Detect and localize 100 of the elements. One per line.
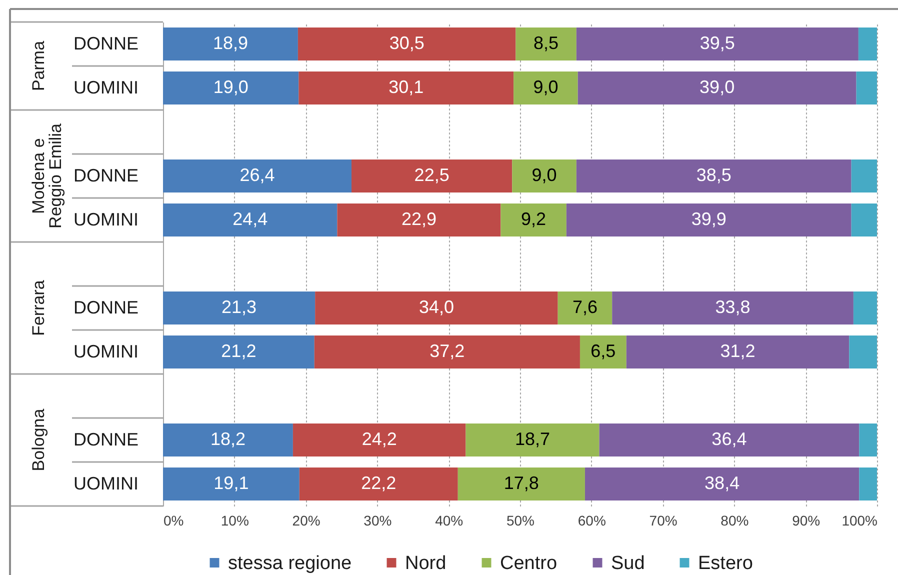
data-label: 22,2 [361, 473, 396, 493]
data-label: 37,2 [430, 341, 465, 361]
y-tick-label: UOMINI [74, 78, 138, 98]
bar [298, 72, 514, 104]
data-label: 9,0 [532, 165, 557, 185]
data-label: 30,5 [389, 33, 424, 53]
x-tick-label: 80% [720, 512, 749, 528]
bar [584, 468, 860, 500]
bar [299, 468, 458, 500]
bar [337, 204, 501, 236]
x-tick-label: 70% [649, 512, 678, 528]
data-label: 19,1 [214, 473, 249, 493]
legend-label: Centro [500, 552, 558, 574]
text: Modena e Reggio Emilia [29, 123, 65, 228]
data-label: 21,2 [221, 341, 256, 361]
data-label: 31,2 [720, 341, 756, 361]
data-label: 36,4 [712, 429, 747, 449]
y-tick-label: UOMINI [74, 474, 138, 494]
bar [859, 424, 877, 456]
data-label: 18,9 [212, 33, 248, 53]
bar [163, 292, 316, 324]
bar [626, 336, 850, 368]
y-tick-label: DONNE [74, 166, 139, 186]
data-label: 33,8 [715, 297, 750, 317]
bar [849, 336, 877, 368]
data-label: 6,5 [590, 341, 616, 361]
x-tick-label: 0% [164, 512, 184, 528]
bar [163, 160, 352, 192]
x-tick-label: 90% [792, 512, 820, 528]
y-tick-label: DONNE [74, 298, 139, 318]
bar [314, 336, 580, 368]
bar [163, 204, 338, 236]
bar [163, 424, 293, 456]
x-tick-label: 10% [220, 512, 249, 528]
data-label: 22,9 [401, 209, 436, 229]
bar [566, 204, 852, 236]
y-tick-label: UOMINI [74, 210, 138, 230]
x-tick-label: 30% [364, 512, 392, 528]
bar [851, 160, 877, 192]
bar [853, 292, 877, 324]
data-label: 21,3 [222, 297, 257, 317]
bar [298, 28, 516, 60]
data-label: 18,7 [514, 429, 550, 449]
legend-label: Nord [405, 552, 446, 574]
bar [558, 292, 612, 324]
bar [576, 28, 858, 60]
legend-label: Sud [611, 552, 645, 574]
data-label: 30,1 [388, 77, 424, 97]
bar [163, 336, 314, 368]
data-label: 39,9 [691, 209, 726, 229]
bar [514, 72, 578, 104]
bar [859, 468, 877, 500]
bar [458, 468, 585, 500]
data-label: 34,0 [418, 297, 454, 317]
data-label: 9,2 [521, 209, 546, 229]
y-tick-label: UOMINI [74, 342, 138, 362]
bar [516, 28, 576, 60]
data-label: 19,0 [213, 77, 248, 97]
legend-label: stessa regione [228, 552, 352, 574]
bar [292, 424, 466, 456]
data-label: 39,0 [700, 77, 735, 97]
data-label: 38,4 [704, 473, 740, 493]
x-tick-label: 100% [842, 512, 878, 528]
data-label: 38,5 [696, 165, 732, 185]
bar [851, 204, 877, 236]
bar [599, 424, 860, 456]
data-label: 18,2 [210, 429, 246, 449]
text: Ferrara [29, 280, 48, 336]
bar [351, 160, 512, 192]
bar [512, 160, 576, 192]
data-label: 17,8 [504, 473, 539, 493]
text: Bologna [29, 408, 48, 472]
data-label: 24,4 [232, 209, 268, 229]
data-label: 9,0 [533, 77, 558, 97]
data-label: 8,5 [534, 33, 559, 53]
x-tick-label: 50% [506, 512, 535, 528]
bar [163, 72, 299, 104]
bar [315, 292, 558, 324]
x-tick-label: 20% [292, 512, 320, 528]
bar [856, 72, 877, 104]
legend-label: Estero [698, 552, 753, 574]
bar [163, 468, 300, 500]
bar [578, 72, 856, 104]
data-label: 26,4 [240, 165, 275, 185]
x-tick-label: 40% [435, 512, 464, 528]
y-tick-label: DONNE [74, 34, 139, 54]
data-label: 22,5 [414, 165, 450, 185]
bar [858, 28, 877, 60]
bar [580, 336, 626, 368]
bar [612, 292, 854, 324]
bar [576, 160, 852, 192]
text: Parma [29, 40, 48, 92]
x-tick-label: 60% [578, 512, 606, 528]
bar [466, 424, 600, 456]
data-label: 39,5 [700, 33, 735, 53]
bar [500, 204, 566, 236]
y-tick-label: DONNE [74, 430, 139, 450]
data-label: 7,6 [572, 297, 598, 317]
data-label: 24,2 [362, 429, 397, 449]
bar [163, 28, 298, 60]
